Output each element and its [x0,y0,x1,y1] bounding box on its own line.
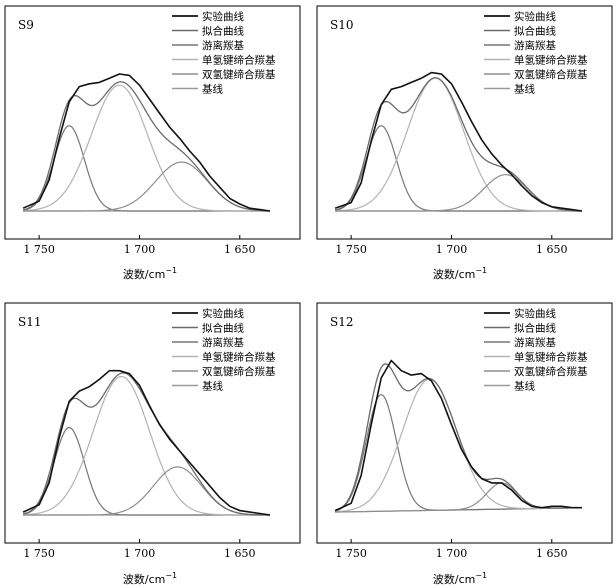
legend-label: 双氢键缔合羰基 [514,68,588,81]
x-axis-label: 波数/cm−1 [123,571,177,586]
legend-label: 拟合曲线 [202,25,244,38]
experimental-curve [22,369,271,516]
axes-frame [4,302,301,544]
legend-label: 基线 [514,83,535,96]
x-tick-label: 1 750 [23,547,55,560]
x-tick-label: 1 650 [536,547,568,560]
chart-panel-S9: 1 750 1 700 1 650 S9 波数/cm−1 实验曲线拟合曲线游离羰基单氢键缔… [4,5,301,281]
x-tick-label: 1 750 [335,547,367,560]
legend-label: 实验曲线 [514,307,556,320]
legend-label: 双氢键缔合羰基 [202,365,276,378]
legend-label: 基线 [202,83,223,96]
legend-label: 单氢键缔合羰基 [514,54,588,67]
x-tick-label: 1 650 [224,547,256,560]
x-tick-label: 1 700 [124,243,156,256]
legend-label: 实验曲线 [202,307,244,320]
free-carbonyl-peak [334,394,582,512]
fit-curve [334,77,582,212]
x-axis-label: 波数/cm−1 [433,266,487,281]
legend-label: 拟合曲线 [514,322,556,335]
x-tick-label: 1 700 [436,547,468,560]
panel-title: S11 [18,315,42,329]
chart-panel-S10: 1 750 1 700 1 650 S10 波数/cm−1 实验曲线拟合曲线游离羰基单氢键… [316,5,613,281]
x-axis-label: 波数/cm−1 [123,266,177,281]
single-hbond-carbonyl-peak [23,84,270,212]
x-axis-label: 波数/cm−1 [433,571,487,586]
legend-label: 双氢键缔合羰基 [202,68,276,81]
legend-label: 游离羰基 [202,39,244,52]
legend-label: 单氢键缔合羰基 [202,351,276,364]
panel-title: S9 [18,18,34,32]
chart-panel-S11: 1 750 1 700 1 650 S11 波数/cm−1 实验曲线拟合曲线游离羰基单氢键… [4,302,301,586]
legend-label: 游离羰基 [514,39,556,52]
legend-label: 双氢键缔合羰基 [514,365,588,378]
experimental-curve [334,359,582,512]
experimental-curve [334,71,583,212]
x-tick-label: 1 650 [224,243,256,256]
x-tick-label: 1 750 [335,243,367,256]
legend-label: 实验曲线 [202,10,244,23]
panel-title: S12 [330,315,354,329]
legend-label: 实验曲线 [514,10,556,23]
legend-label: 单氢键缔合羰基 [202,54,276,67]
fit-curve [22,81,270,212]
legend-label: 基线 [202,380,223,393]
fit-curve [334,363,582,512]
x-tick-label: 1 700 [436,243,468,256]
legend-label: 拟合曲线 [202,322,244,335]
axes-frame [316,302,613,544]
single-hbond-carbonyl-peak [335,77,582,212]
legend-label: 游离羰基 [202,336,244,349]
legend-label: 基线 [514,380,535,393]
double-hbond-carbonyl-peak [335,173,582,212]
panel-title: S10 [330,18,354,32]
experimental-curve [22,73,271,212]
axes-frame [4,5,301,240]
x-tick-label: 1 650 [536,243,568,256]
single-hbond-carbonyl-peak [23,375,270,516]
axes-frame [316,5,613,240]
x-tick-label: 1 700 [124,547,156,560]
legend-label: 拟合曲线 [514,25,556,38]
x-tick-label: 1 750 [23,243,55,256]
chart-panel-S12: 1 750 1 700 1 650 S12 波数/cm−1 实验曲线拟合曲线游离羰基单氢键… [316,302,613,586]
legend-label: 游离羰基 [514,336,556,349]
legend-label: 单氢键缔合羰基 [514,351,588,364]
